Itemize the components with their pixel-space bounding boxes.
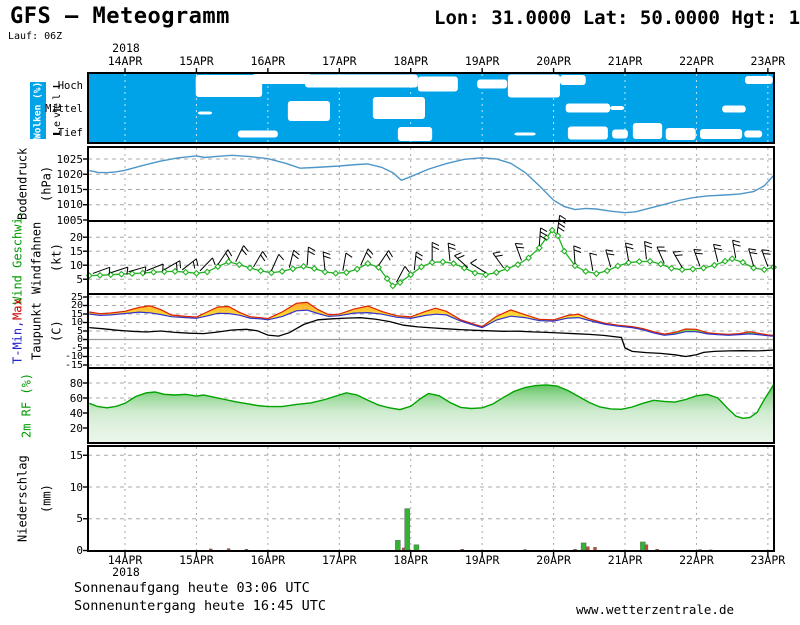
date-label-top-22APR: 22APR bbox=[679, 54, 714, 68]
sunset-info: Sonnenuntergang heute 16:45 UTC bbox=[74, 598, 326, 614]
date-label-bottom-22APR: 22APR bbox=[679, 553, 714, 567]
pressure-ytick-1015: 1015 bbox=[56, 183, 84, 196]
pressure-ytick-1005: 1005 bbox=[56, 213, 84, 227]
precip-axis-unit: (mm) bbox=[39, 484, 54, 513]
rh-ytick-20: 20 bbox=[69, 421, 83, 435]
tmin-label-part: T-Min, bbox=[10, 320, 25, 364]
wind-axis-label: Wind Geschwi. bbox=[10, 210, 25, 305]
rh-ytick-80: 80 bbox=[69, 376, 83, 390]
date-label-top-18APR: 18APR bbox=[393, 54, 429, 68]
rh-ytick-40: 40 bbox=[69, 406, 83, 420]
date-label-bottom-20APR: 20APR bbox=[536, 553, 571, 567]
date-label-top-16APR: 16APR bbox=[250, 54, 286, 68]
cloud-row-label-hoch: Hoch bbox=[57, 79, 83, 92]
temp-axis-label: T-Min, Max bbox=[10, 294, 25, 368]
date-label-bottom-19APR: 19APR bbox=[464, 553, 500, 567]
temp-ytick-0: 0 bbox=[76, 334, 83, 345]
precip-ytick-5: 5 bbox=[76, 512, 83, 526]
year-label-top: 2018 bbox=[112, 41, 140, 55]
temp-ytick-15: 15 bbox=[70, 308, 83, 320]
cloud-row-label-tief: Tief bbox=[57, 126, 83, 139]
date-label-top-21APR: 21APR bbox=[607, 54, 643, 68]
tmax-label-part: Max bbox=[10, 298, 25, 321]
page-title: GFS – Meteogramm bbox=[10, 4, 230, 29]
pressure-ytick-1010: 1010 bbox=[56, 198, 84, 212]
date-label-bottom-21APR: 21APR bbox=[607, 553, 643, 567]
date-label-top-20APR: 20APR bbox=[536, 54, 571, 68]
date-label-bottom-18APR: 18APR bbox=[393, 553, 429, 567]
temp-ytick--10: -10 bbox=[64, 351, 83, 362]
date-label-top-15APR: 15APR bbox=[179, 54, 214, 68]
wind-ytick-10: 10 bbox=[69, 258, 83, 272]
wind-ytick-20: 20 bbox=[69, 230, 83, 244]
temp-ytick--5: -5 bbox=[70, 342, 83, 354]
site-watermark: www.wetterzentrale.de bbox=[575, 602, 734, 617]
cloud-row-label-mittel: Mittel bbox=[45, 103, 83, 115]
date-label-top-17APR: 17APR bbox=[321, 54, 357, 68]
date-label-top-23APR: 23APR bbox=[750, 54, 786, 68]
model-run-label: Lauf: 06Z bbox=[8, 31, 63, 42]
location-coordinates: Lon: 31.0000 Lat: 50.0000 Hgt: 1 bbox=[434, 7, 800, 29]
year-label-bottom: 2018 bbox=[112, 565, 140, 579]
temp-ytick-10: 10 bbox=[70, 317, 83, 328]
wind-ytick-15: 15 bbox=[69, 244, 83, 258]
date-label-bottom-17APR: 17APR bbox=[321, 553, 357, 567]
precip-axis-label: Niederschlag bbox=[15, 455, 30, 542]
temp-ytick-5: 5 bbox=[76, 325, 83, 337]
temp-ytick-25: 25 bbox=[70, 291, 83, 303]
pressure-ytick-1020: 1020 bbox=[56, 167, 84, 181]
pressure-ytick-1025: 1025 bbox=[56, 152, 84, 166]
sunrise-info: Sonnenaufgang heute 03:06 UTC bbox=[74, 580, 310, 596]
precip-ytick-15: 15 bbox=[69, 448, 83, 462]
date-label-bottom-16APR: 16APR bbox=[250, 553, 286, 567]
date-label-top-19APR: 19APR bbox=[464, 54, 500, 68]
temp-ytick--15: -15 bbox=[64, 359, 83, 371]
date-label-top-14APR: 14APR bbox=[107, 54, 143, 68]
rh-ytick-60: 60 bbox=[69, 391, 83, 405]
date-label-bottom-14APR: 14APR bbox=[107, 553, 143, 567]
temp-ytick-20: 20 bbox=[70, 300, 83, 311]
date-label-bottom-15APR: 15APR bbox=[179, 553, 214, 567]
precip-ytick-0: 0 bbox=[76, 544, 83, 557]
date-label-bottom-23APR: 23APR bbox=[750, 553, 786, 567]
wind-ytick-5: 5 bbox=[76, 272, 83, 286]
precip-ytick-10: 10 bbox=[69, 480, 83, 494]
